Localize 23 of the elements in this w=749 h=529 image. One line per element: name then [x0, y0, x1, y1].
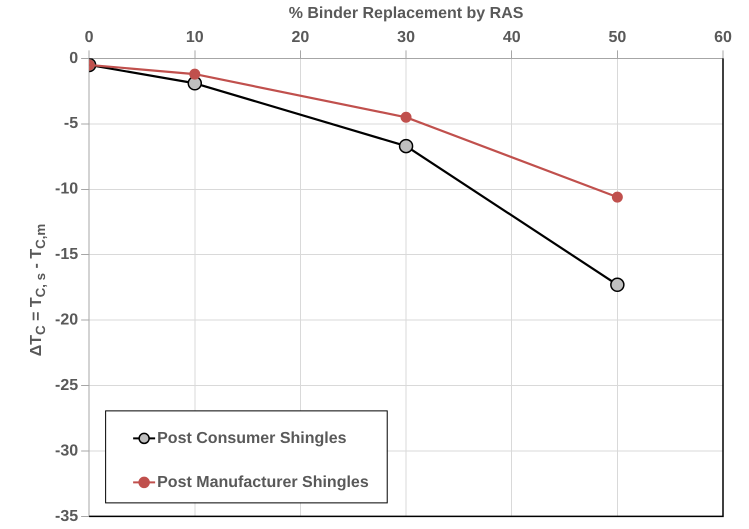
- x-tick-label: 50: [608, 29, 626, 46]
- y-tick-label: -20: [55, 312, 78, 329]
- y-tick-label: -25: [55, 376, 78, 394]
- x-axis-title: % Binder Replacement by RAS: [288, 5, 524, 22]
- y-tick-label: 0: [69, 50, 78, 67]
- x-tick-label: 10: [186, 29, 204, 46]
- y-tick-label: -30: [55, 442, 78, 460]
- y-tick-label: -35: [55, 508, 78, 525]
- point: [398, 138, 414, 154]
- x-tick-label: 30: [397, 29, 416, 46]
- point: [612, 192, 623, 203]
- point: [610, 278, 625, 292]
- x-tick-label: 60: [714, 29, 732, 46]
- legend-label: Post Consumer Shingles: [157, 430, 347, 447]
- y-tick-label: -15: [55, 246, 78, 264]
- y-tick-label: -10: [55, 180, 78, 198]
- x-tick-label: 40: [502, 29, 521, 46]
- y-tick-label: -5: [64, 115, 78, 132]
- x-tick-label: 0: [84, 29, 94, 46]
- legend-label: Post Manufacturer Shingles: [157, 474, 369, 491]
- point: [189, 68, 200, 80]
- point: [400, 112, 412, 123]
- x-tick-label: 20: [292, 29, 310, 46]
